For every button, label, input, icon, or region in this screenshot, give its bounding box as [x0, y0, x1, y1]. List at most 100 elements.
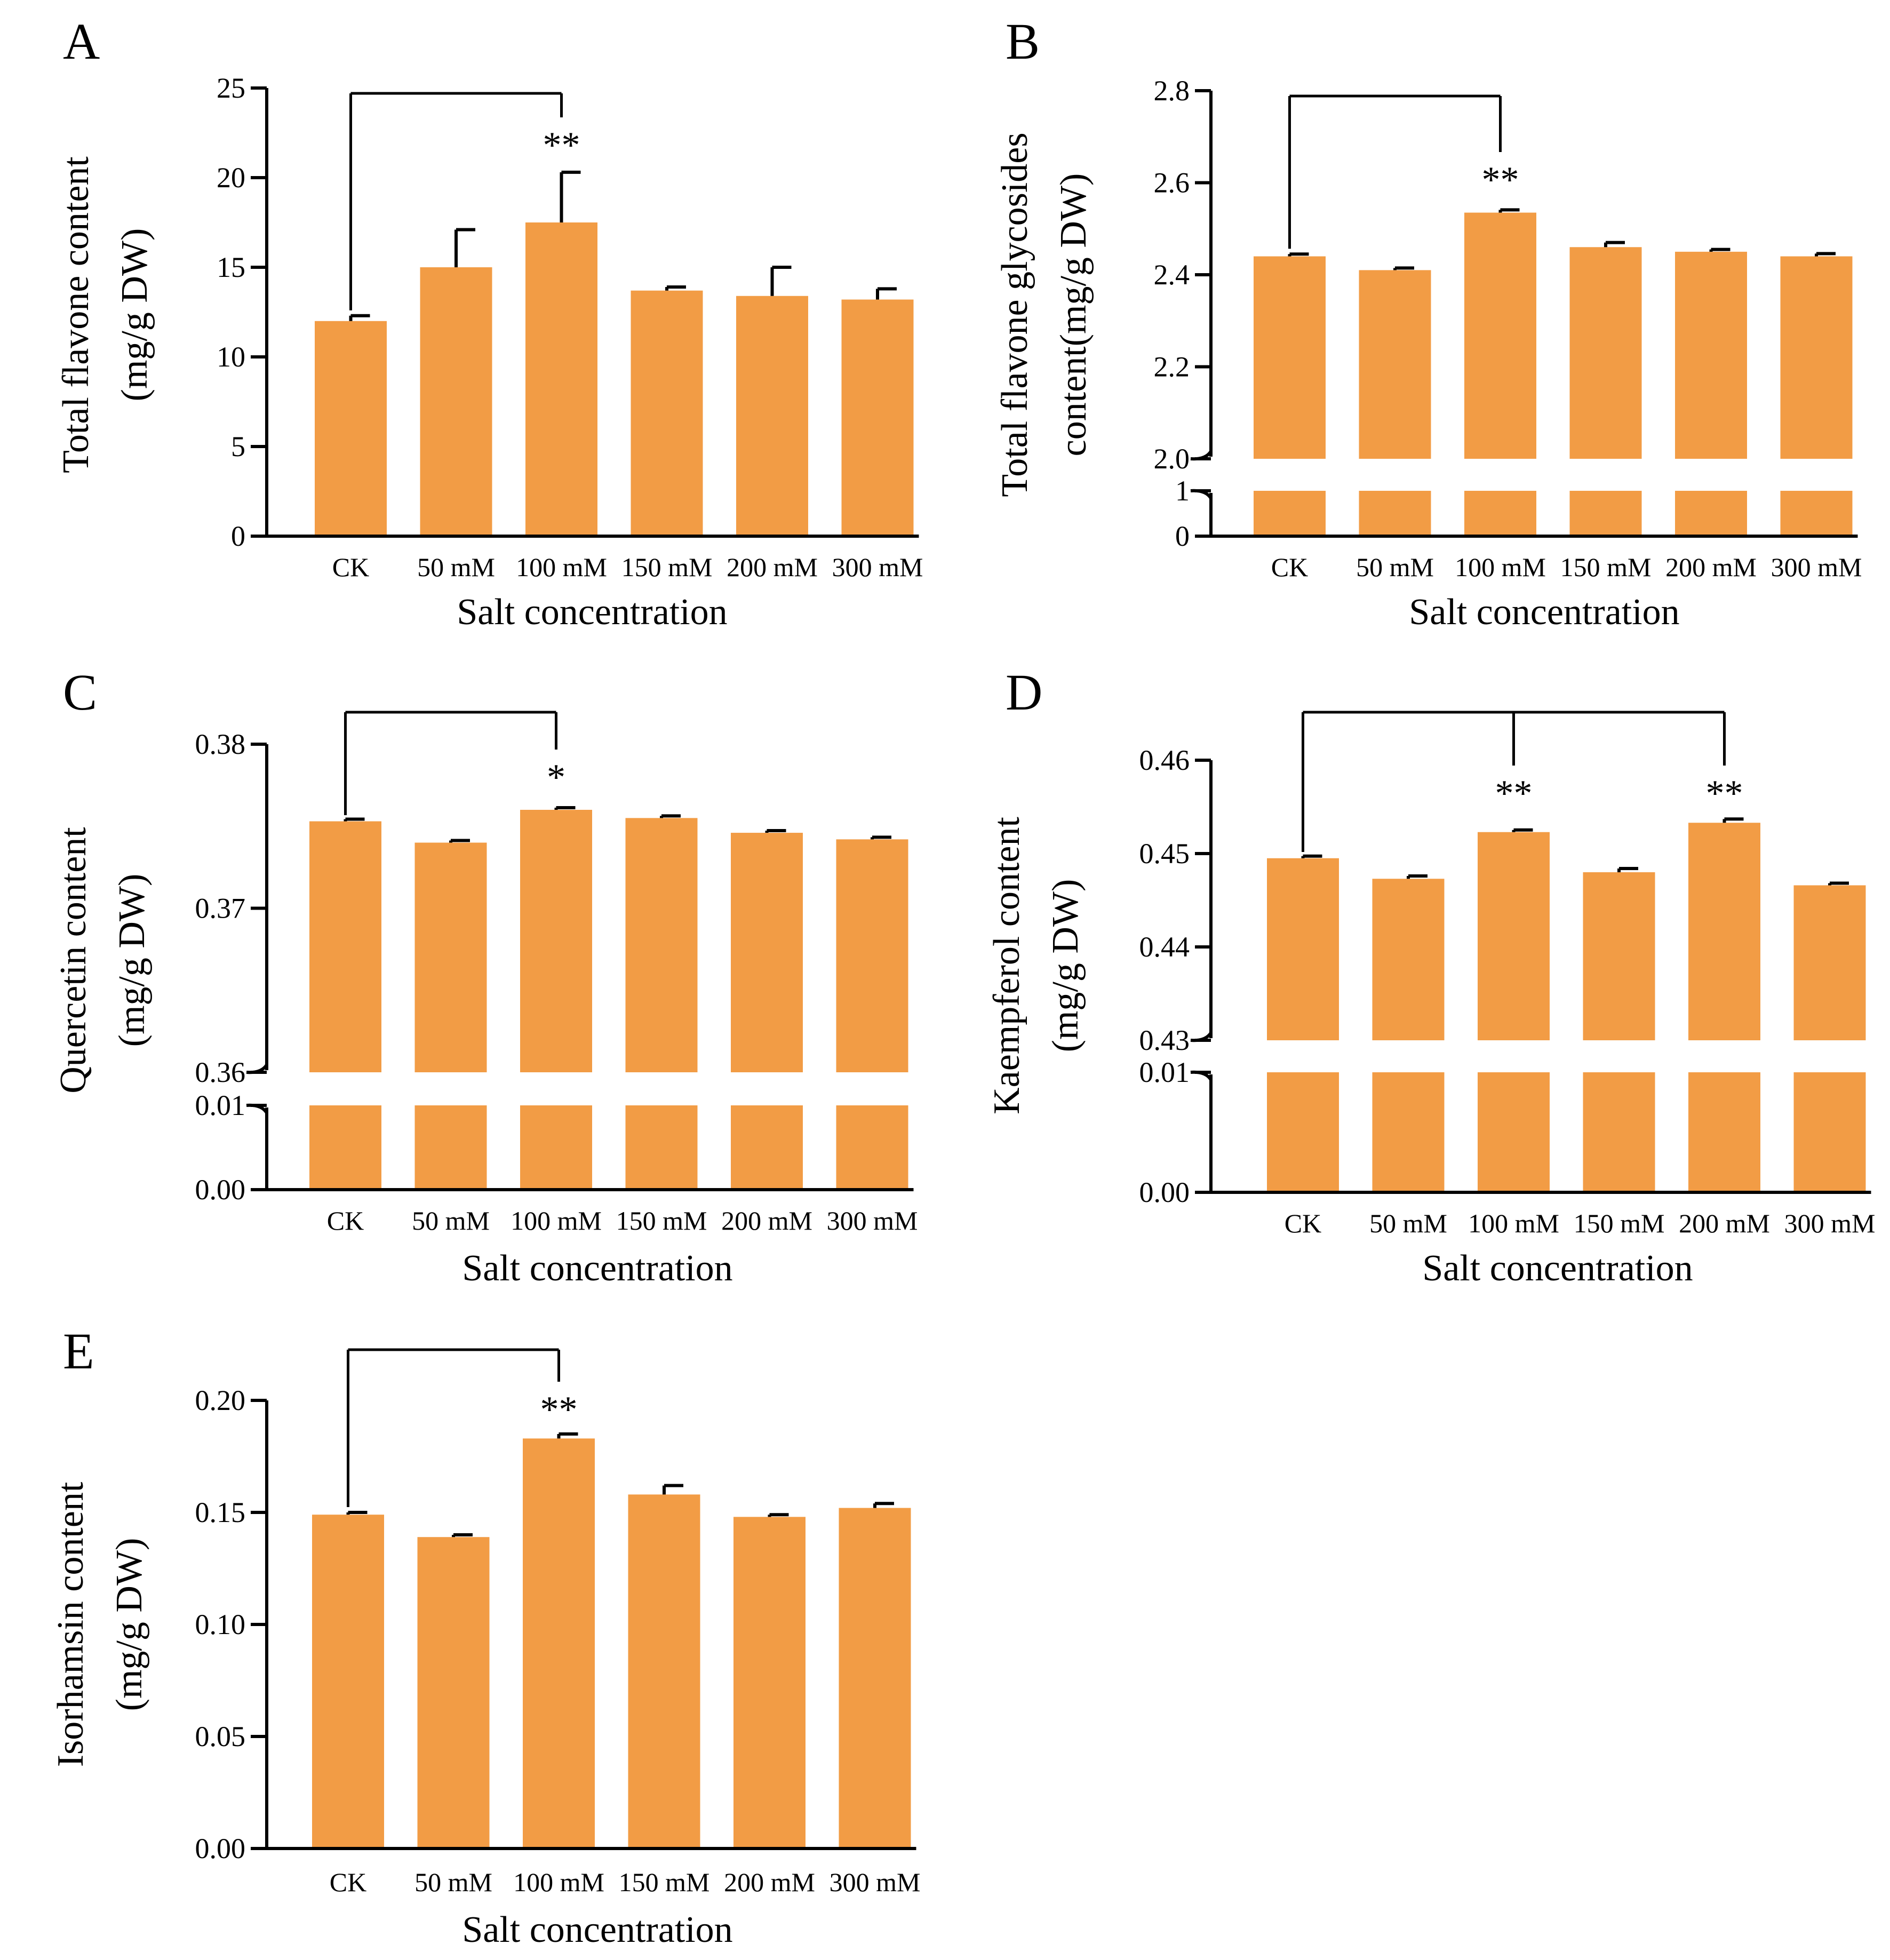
x-tick-label: 50 mM: [417, 552, 495, 582]
x-tick-label: CK: [327, 1206, 364, 1236]
bar-upper: [1675, 251, 1747, 459]
chart-panel-e: E 0.00 0.05 0.10 0.15 0.20 CK 50 mM 100 mM 150 mM…: [50, 1322, 920, 1950]
x-tick-label: 200 mM: [1665, 552, 1757, 582]
x-tick-label: CK: [332, 552, 369, 582]
y-tick-label: 0.36: [195, 1056, 246, 1088]
significance-label: **: [1706, 773, 1743, 814]
x-axis-title: Salt concentration: [457, 592, 727, 633]
x-axis-title: Salt concentration: [462, 1248, 732, 1289]
bar-lower: [625, 1105, 698, 1190]
y-tick-label: 0.38: [195, 728, 246, 760]
x-tick-label: 50 mM: [414, 1867, 492, 1897]
bar-lower: [309, 1105, 381, 1190]
y-tick-label: 2.8: [1154, 75, 1190, 107]
y-axis-title: content(mg/g DW): [1053, 173, 1094, 457]
bar-upper: [1464, 212, 1536, 459]
y-tick-label: 25: [217, 72, 245, 104]
x-tick-label: 300 mM: [832, 552, 923, 582]
x-tick-label: 100 mM: [1468, 1208, 1559, 1238]
bar-upper: [731, 833, 803, 1072]
y-tick-label: 0: [231, 520, 245, 552]
chart-panel-d: D 0.00 0.010.43 0.44 0.45 0.46 CK 50 mM 100 mM 15…: [986, 664, 1875, 1289]
bar-lower: [1464, 491, 1536, 536]
x-tick-label: 150 mM: [1574, 1208, 1665, 1238]
y-tick-label: 5: [231, 431, 245, 463]
bar-upper: [1688, 823, 1760, 1040]
y-tick-label: 0.00: [195, 1174, 246, 1206]
bar-upper: [414, 842, 487, 1072]
bar-lower: [1793, 1072, 1866, 1192]
bar: [631, 290, 703, 536]
bar-lower: [1372, 1072, 1445, 1192]
y-tick-label: 0.45: [1139, 838, 1190, 870]
bar: [420, 267, 492, 536]
y-tick-label: 0.37: [195, 893, 246, 925]
x-tick-label: 50 mM: [1356, 552, 1434, 582]
x-tick-label: 100 mM: [516, 552, 607, 582]
bar-lower: [1359, 491, 1431, 536]
x-axis-title: Salt concentration: [1422, 1248, 1693, 1289]
x-axis-title: Salt concentration: [1409, 592, 1679, 633]
significance-label: **: [1495, 773, 1533, 814]
bar-upper: [1478, 832, 1550, 1040]
y-tick-label: 0.10: [195, 1608, 246, 1640]
x-tick-label: 100 mM: [513, 1867, 604, 1897]
bar-upper: [1372, 879, 1445, 1040]
y-tick-label: 2.0: [1154, 443, 1190, 475]
chart-panel-b: B 0 12.0 2.2 2.4 2.6 2.8 CK 50 mM 100 mM 150 mM 200…: [994, 13, 1862, 633]
y-tick-label: 0: [1175, 520, 1190, 552]
bar-upper: [1793, 885, 1866, 1040]
significance-label: *: [547, 757, 565, 798]
x-tick-label: 50 mM: [412, 1206, 490, 1236]
y-axis-title: (mg/g DW): [1045, 879, 1086, 1053]
bar-lower: [1569, 491, 1642, 536]
bar-lower: [1478, 1072, 1550, 1192]
y-axis-title: Total flavone glycosides: [994, 132, 1035, 497]
bar: [841, 299, 914, 536]
bar-upper: [520, 810, 592, 1072]
x-tick-label: 150 mM: [621, 552, 713, 582]
panel-letter: B: [1006, 13, 1040, 70]
y-tick-label: 0.01: [195, 1089, 246, 1121]
bar: [839, 1508, 911, 1849]
bar-upper: [1583, 872, 1655, 1040]
bar-upper: [1359, 270, 1431, 459]
chart-panel-a: A 0 5 10 15 20 25 CK 50 mM 100 mM 150 mM 200 mM 300 …: [55, 13, 923, 633]
x-tick-label: 50 mM: [1369, 1208, 1447, 1238]
bar-upper: [1267, 858, 1339, 1040]
y-tick-label: 2.4: [1154, 259, 1190, 291]
y-axis-title: Kaempferol content: [986, 817, 1027, 1114]
bar-upper: [625, 818, 698, 1072]
bar: [628, 1494, 700, 1849]
y-tick-label: 2.6: [1154, 167, 1190, 199]
x-tick-label: 200 mM: [1679, 1208, 1770, 1238]
bar-lower: [731, 1105, 803, 1190]
bar: [523, 1438, 595, 1849]
bar-upper: [1569, 247, 1642, 459]
bar: [733, 1517, 806, 1849]
bar: [736, 296, 808, 536]
x-tick-label: 150 mM: [616, 1206, 707, 1236]
y-tick-label: 0.05: [195, 1720, 246, 1752]
y-axis-title: Quercetin content: [53, 827, 94, 1094]
x-tick-label: 200 mM: [727, 552, 818, 582]
x-tick-label: 300 mM: [1771, 552, 1862, 582]
panel-letter: D: [1006, 664, 1042, 721]
bar-lower: [1267, 1072, 1339, 1192]
chart-panel-c: C 0.00 0.010.36 0.37 0.38 CK 50 mM 100 mM 150 mM…: [53, 664, 918, 1289]
bar-lower: [1254, 491, 1326, 536]
y-axis-title: (mg/g DW): [111, 874, 153, 1047]
x-axis-title: Salt concentration: [462, 1909, 732, 1950]
x-tick-label: CK: [1285, 1208, 1321, 1238]
x-tick-label: CK: [330, 1867, 366, 1897]
y-axis-title: Isorhamsin content: [50, 1481, 91, 1767]
bar: [315, 321, 387, 536]
x-tick-label: 300 mM: [1784, 1208, 1876, 1238]
significance-label: **: [543, 125, 580, 166]
bar-lower: [1675, 491, 1747, 536]
y-tick-label: 20: [217, 162, 245, 194]
bar-upper: [1780, 256, 1853, 459]
x-tick-label: CK: [1271, 552, 1308, 582]
bar-lower: [520, 1105, 592, 1190]
